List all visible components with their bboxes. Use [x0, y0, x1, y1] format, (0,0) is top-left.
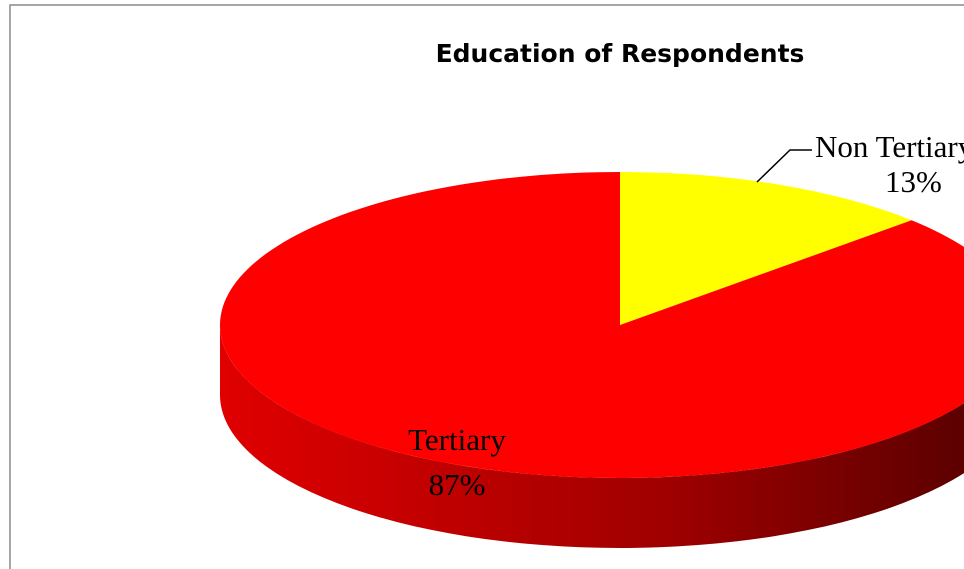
slice-value: 13%: [885, 164, 942, 199]
pie-slice: [220, 172, 964, 478]
slice-value: 87%: [429, 467, 486, 502]
pie-side: [220, 325, 964, 548]
slice-label: Tertiary: [408, 422, 506, 457]
pie-slice: [620, 172, 912, 325]
slice-label: Non Tertiary: [815, 129, 964, 164]
leader-line: [756, 149, 812, 183]
chart-title: Education of Respondents: [436, 39, 805, 68]
